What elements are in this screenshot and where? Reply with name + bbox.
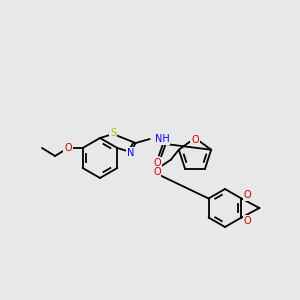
Text: O: O	[154, 158, 161, 168]
Text: NH: NH	[155, 134, 170, 144]
Text: S: S	[110, 128, 116, 138]
Text: O: O	[64, 143, 72, 153]
Text: O: O	[244, 190, 251, 200]
Text: O: O	[244, 215, 251, 226]
Text: O: O	[153, 167, 160, 177]
Text: O: O	[191, 135, 199, 145]
Text: N: N	[127, 148, 134, 158]
